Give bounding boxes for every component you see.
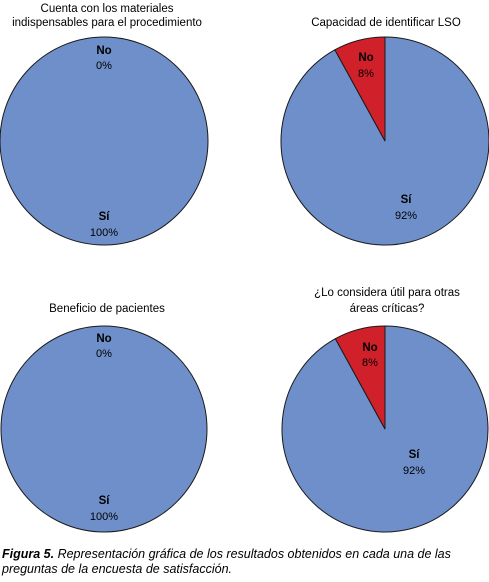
slice-label-no: No [96, 333, 111, 345]
pie-slice-no [334, 325, 386, 430]
pie-slice-si [0, 36, 209, 246]
slice-label-no: No [362, 342, 377, 354]
figure-canvas: Cuenta con los materiales indispensables … [0, 3, 489, 533]
slice-label-si: Sí [99, 495, 111, 507]
slice-label-si: Sí [99, 211, 111, 223]
slice-label-no: No [358, 52, 373, 64]
slice-label-no: No [96, 45, 111, 57]
pie-chart-3: Beneficio de pacientes No 0% Sí 100% [0, 303, 208, 533]
pie-slice-si [0, 325, 208, 533]
slice-value-no: 8% [362, 357, 378, 369]
pie-slice-si [280, 36, 489, 246]
slice-value-no: 0% [96, 348, 112, 360]
chart-title-line: Cuenta con los materiales [41, 3, 174, 15]
chart-title-line: Beneficio de pacientes [49, 303, 165, 315]
chart-title-line: indispensables para el procedimiento [12, 17, 202, 29]
slice-label-si: Sí [401, 194, 413, 206]
slice-value-si: 92% [395, 210, 417, 222]
caption-text: Representación gráfica de los resultados… [2, 547, 451, 576]
pie-slice-no [334, 36, 386, 142]
figure-caption: Figura 5. Representación gráfica de los … [2, 547, 488, 577]
pie-chart-1: Cuenta con los materiales indispensables … [0, 3, 209, 246]
slice-label-si: Sí [409, 449, 421, 461]
pie-chart-2: Capacidad de identificar LSO No 8% Sí 92% [280, 17, 489, 246]
slice-value-si: 100% [90, 511, 118, 523]
slice-value-no: 0% [96, 60, 112, 72]
slice-value-no: 8% [358, 68, 374, 80]
caption-label: Figura 5. [2, 547, 55, 561]
slice-value-si: 92% [403, 465, 425, 477]
chart-title-line: ¿Lo considera útil para otras [314, 287, 460, 299]
chart-title-line: Capacidad de identificar LSO [311, 17, 461, 29]
pie-chart-4: ¿Lo considera útil para otras áreas críti… [281, 287, 489, 533]
slice-value-si: 100% [90, 227, 118, 239]
pie-slice-si [281, 325, 489, 533]
chart-title-line: áreas críticas? [350, 303, 425, 315]
